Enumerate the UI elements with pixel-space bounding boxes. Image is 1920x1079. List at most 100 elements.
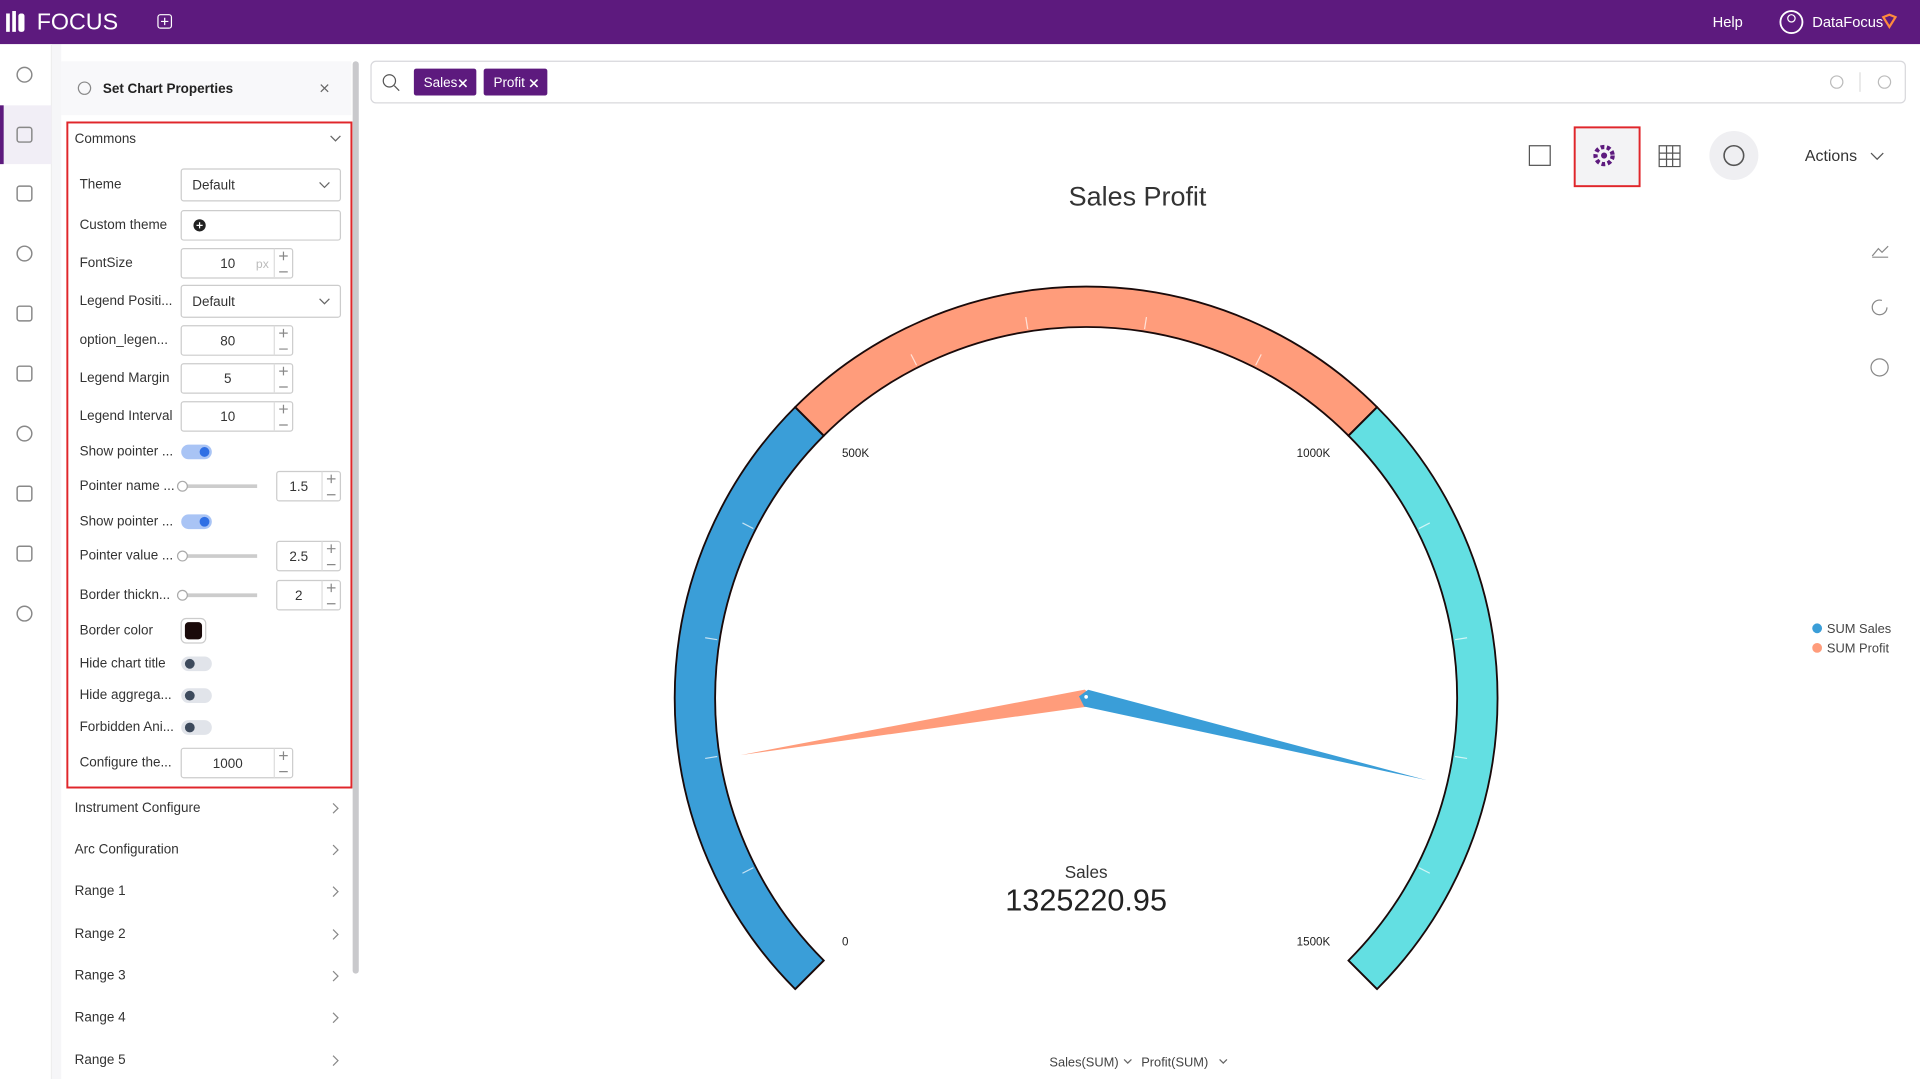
field-label: Show pointer ... (80, 443, 174, 458)
logo-text[interactable]: FOCUS (37, 8, 118, 34)
nav-icon[interactable] (16, 425, 33, 442)
user-avatar[interactable] (1779, 10, 1804, 34)
field-label: Configure the... (80, 755, 172, 770)
nav-icon[interactable] (16, 305, 33, 322)
legend-marker[interactable] (1812, 623, 1823, 634)
section-title[interactable]: Range 2 (75, 926, 126, 941)
actions-menu[interactable]: Actions (1805, 148, 1857, 165)
section-chevron (332, 802, 339, 814)
minor-tick (705, 755, 718, 760)
minor-tick (1454, 755, 1468, 760)
number-input[interactable] (276, 470, 342, 502)
select-value: Default (192, 178, 235, 193)
pointer-pivot (1084, 695, 1088, 699)
section-title[interactable]: Range 1 (75, 883, 126, 898)
select-box[interactable] (180, 284, 342, 318)
field-label: Custom theme (80, 217, 168, 232)
nav-icon[interactable] (16, 485, 33, 502)
nav-icon[interactable] (16, 545, 33, 562)
detail-name: Sales (1065, 862, 1108, 882)
new-tab-button[interactable] (157, 14, 173, 29)
search-icon-handle (393, 85, 400, 92)
gear-icon (1593, 144, 1615, 167)
chart-type-button[interactable] (1709, 131, 1759, 181)
number-input[interactable] (180, 363, 294, 394)
number-input[interactable] (276, 579, 342, 611)
clear-button[interactable] (1830, 75, 1844, 89)
custom-theme-box[interactable] (180, 210, 342, 241)
table-button[interactable] (1658, 145, 1681, 168)
legend-marker[interactable] (1812, 642, 1823, 653)
top-bar (0, 0, 1920, 45)
gauge-tick-label: 1000K (1297, 447, 1331, 460)
search-token[interactable] (483, 68, 548, 96)
section-title[interactable]: Commons (75, 131, 137, 146)
legend-label[interactable]: SUM Sales (1827, 621, 1891, 636)
number-unit: px (256, 257, 269, 271)
field-label: Theme (80, 176, 122, 191)
number-input[interactable] (180, 747, 294, 779)
slider-knob[interactable] (176, 589, 188, 601)
section-title[interactable]: Arc Configuration (75, 842, 179, 857)
select-box[interactable] (180, 168, 342, 202)
panel-title: Set Chart Properties (103, 81, 233, 96)
trend-button[interactable] (1871, 245, 1889, 258)
slider-knob[interactable] (176, 550, 188, 562)
axis-selector[interactable]: Sales(SUM) (1049, 1054, 1118, 1069)
color-swatch (184, 622, 203, 640)
close-button[interactable] (320, 84, 329, 93)
minor-tick (1025, 316, 1029, 330)
view-toggle-button[interactable] (1528, 145, 1551, 166)
nav-icon[interactable] (16, 185, 33, 202)
scrollbar[interactable] (352, 61, 359, 974)
nav-icon[interactable] (16, 66, 33, 83)
reload-button[interactable] (1871, 299, 1888, 316)
axis-selector[interactable]: Profit(SUM) (1141, 1054, 1208, 1069)
legend-label[interactable]: SUM Profit (1827, 641, 1890, 656)
token-remove[interactable] (529, 79, 539, 88)
refresh-button[interactable] (1877, 75, 1892, 89)
major-tick (794, 959, 825, 990)
section-title[interactable]: Instrument Configure (75, 800, 201, 815)
field-label: Legend Positi... (80, 293, 173, 308)
slider-knob[interactable] (176, 480, 188, 492)
spinner-buttons[interactable] (279, 251, 288, 273)
user-name[interactable]: DataFocus (1812, 15, 1883, 31)
minor-tick (705, 637, 718, 641)
section-title[interactable]: Range 3 (75, 968, 126, 983)
gauge-pointer (1078, 689, 1427, 781)
axis-selector-chevron (1219, 1058, 1228, 1064)
number-value: 80 (220, 333, 235, 348)
search-token[interactable] (413, 68, 477, 96)
field-label: Forbidden Ani... (80, 719, 174, 734)
toggle-knob (184, 722, 195, 733)
gauge-tick-label: 500K (842, 447, 869, 460)
field-label: Border color (80, 622, 154, 637)
nav-icon[interactable] (16, 365, 33, 382)
spinner-buttons[interactable] (279, 751, 288, 773)
section-title[interactable]: Range 4 (75, 1009, 126, 1024)
help-link[interactable]: Help (1713, 15, 1743, 31)
settings-button[interactable] (1573, 126, 1641, 188)
spinner-buttons[interactable] (279, 366, 288, 388)
number-input[interactable] (180, 325, 294, 356)
search-bar[interactable] (370, 60, 1906, 104)
spinner-buttons[interactable] (326, 583, 336, 605)
spinner-buttons[interactable] (279, 328, 288, 350)
number-input[interactable] (180, 248, 294, 279)
spinner-buttons[interactable] (279, 404, 288, 426)
section-title[interactable]: Range 5 (75, 1052, 126, 1067)
nav-icon[interactable] (16, 605, 33, 622)
number-input[interactable] (180, 401, 294, 432)
token-remove[interactable] (458, 79, 468, 88)
minor-tick (910, 354, 918, 366)
help-button[interactable] (1870, 358, 1889, 377)
highlight-box (66, 121, 353, 789)
number-input[interactable] (276, 540, 342, 572)
field-label: Hide chart title (80, 655, 166, 670)
nav-icon[interactable] (16, 126, 33, 143)
nav-icon[interactable] (16, 245, 33, 262)
spinner-buttons[interactable] (326, 544, 336, 566)
spinner-buttons[interactable] (326, 474, 336, 496)
